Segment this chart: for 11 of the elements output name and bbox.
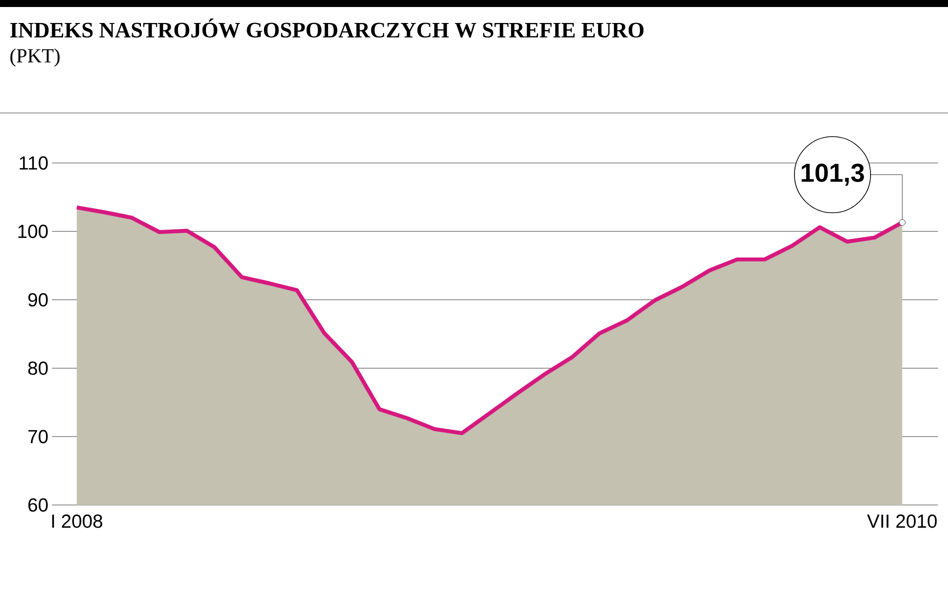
chart-subtitle: (PKT) — [10, 48, 60, 67]
y-tick-label: 110 — [20, 156, 48, 170]
y-tick-label: 100 — [18, 224, 48, 238]
y-tick-label: 90 — [28, 293, 48, 306]
x-tick-label: VII 2010 — [867, 514, 937, 528]
x-tick-label: I 2008 — [52, 514, 102, 528]
y-tick-label: 70 — [28, 430, 48, 444]
data-label: 101,3 — [802, 164, 864, 186]
y-tick-label: 80 — [28, 361, 48, 375]
y-tick-label: 60 — [28, 498, 48, 512]
chart-title: INDEKS NASTROJÓW GOSPODARCZYCH W STREFIE EURO — [10, 18, 644, 38]
